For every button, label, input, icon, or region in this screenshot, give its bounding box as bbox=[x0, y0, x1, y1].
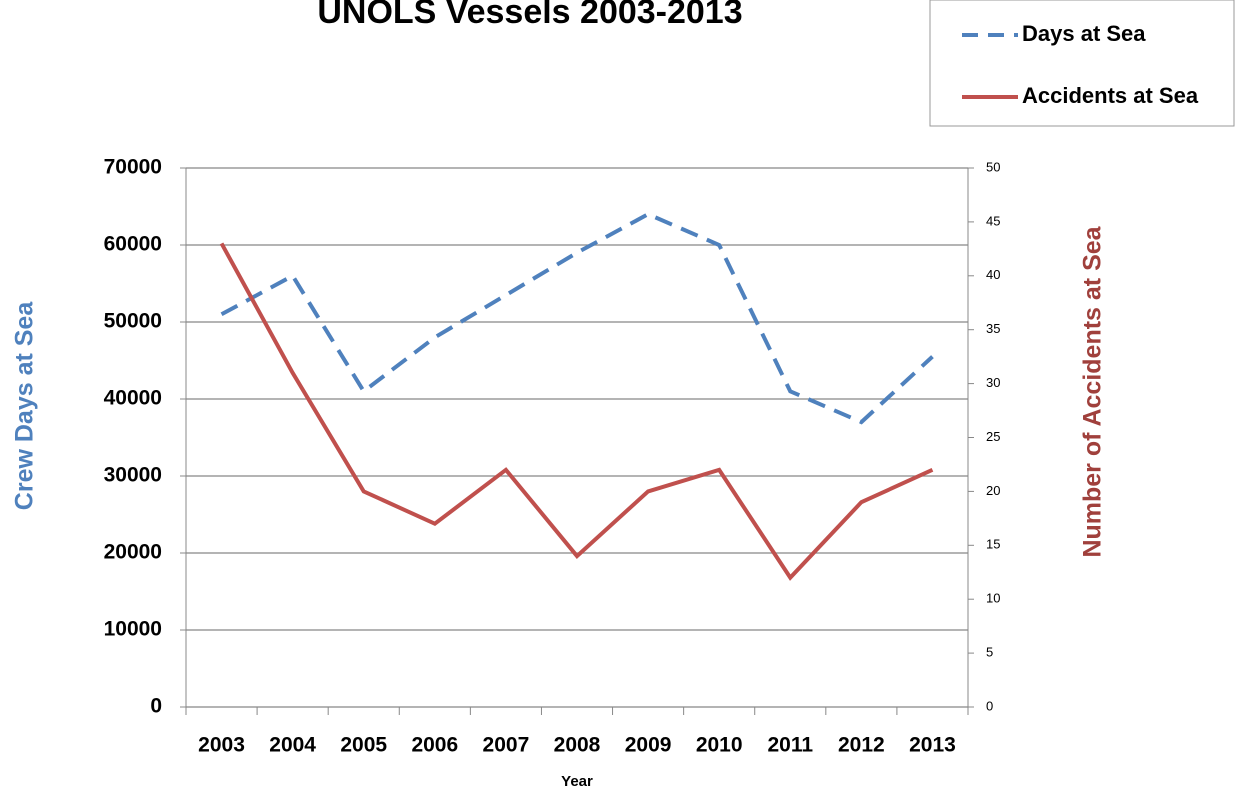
legend-box bbox=[929, 0, 1235, 127]
x-tick-label: 2010 bbox=[696, 734, 743, 757]
y2-tick-label: 30 bbox=[986, 375, 1000, 390]
chart-title: UNOLS Vessels 2003-2013 bbox=[317, 0, 742, 31]
y2-tick-label: 35 bbox=[986, 321, 1000, 336]
y2-axis-label: Number of Accidents at Sea bbox=[1079, 225, 1107, 557]
y-tick-label: 40000 bbox=[104, 387, 162, 410]
y2-tick-label: 5 bbox=[986, 645, 993, 660]
legend-label: Accidents at Sea bbox=[1022, 83, 1199, 108]
y2-tick-label: 50 bbox=[986, 159, 1000, 174]
y2-tick-label: 45 bbox=[986, 213, 1000, 228]
y-tick-label: 50000 bbox=[104, 310, 162, 333]
y-axis-label: Crew Days at Sea bbox=[11, 301, 39, 511]
series-line bbox=[220, 211, 934, 425]
y2-tick-label: 40 bbox=[986, 267, 1000, 282]
x-tick-label: 2006 bbox=[411, 734, 458, 757]
x-tick-label: 2005 bbox=[340, 734, 387, 757]
y2-tick-label: 25 bbox=[986, 429, 1000, 444]
y-tick-label: 20000 bbox=[104, 541, 162, 564]
x-axis-label: Year bbox=[561, 773, 593, 790]
legend-label: Days at Sea bbox=[1022, 21, 1146, 46]
x-tick-label: 2009 bbox=[625, 734, 672, 757]
series-line bbox=[219, 242, 934, 581]
y-tick-label: 30000 bbox=[104, 464, 162, 487]
y-tick-label: 0 bbox=[150, 695, 162, 718]
x-tick-label: 2008 bbox=[554, 734, 601, 757]
x-tick-label: 2013 bbox=[909, 734, 956, 757]
y2-tick-label: 15 bbox=[986, 537, 1000, 552]
x-tick-label: 2003 bbox=[198, 734, 245, 757]
x-tick-label: 2004 bbox=[269, 734, 316, 757]
x-tick-label: 2007 bbox=[483, 734, 530, 757]
y2-tick-label: 0 bbox=[986, 698, 993, 713]
y-tick-label: 70000 bbox=[104, 156, 162, 179]
y-tick-label: 60000 bbox=[104, 233, 162, 256]
x-tick-label: 2011 bbox=[767, 734, 813, 757]
x-tick-label: 2012 bbox=[838, 734, 885, 757]
y-tick-label: 10000 bbox=[104, 618, 162, 641]
y2-tick-label: 20 bbox=[986, 483, 1000, 498]
y2-tick-label: 10 bbox=[986, 591, 1000, 606]
